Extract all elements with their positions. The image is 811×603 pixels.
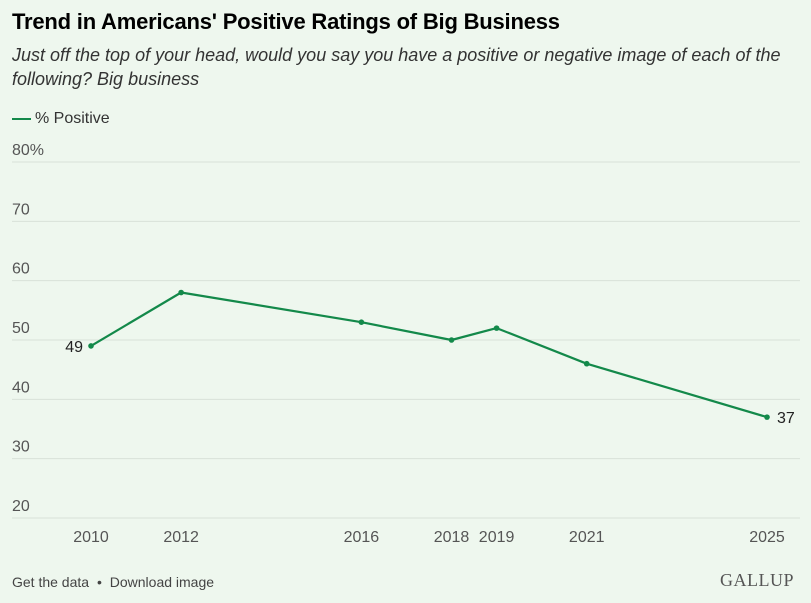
gridlines	[12, 161, 800, 519]
x-tick-label: 2016	[344, 529, 380, 546]
legend-line-icon	[12, 118, 31, 120]
x-tick-label: 2012	[163, 529, 199, 546]
download-image-link[interactable]: Download image	[109, 574, 215, 590]
gallup-logo: GALLUP	[720, 570, 794, 590]
footer-separator: •	[96, 574, 102, 590]
chart-title: Trend in Americans' Positive Ratings of …	[12, 9, 560, 34]
data-labels: 49 37	[65, 339, 795, 427]
y-tick-label: 80%	[12, 142, 44, 159]
x-tick-label: 2025	[749, 529, 785, 546]
data-point[interactable]	[764, 414, 770, 420]
chart-subtitle: Just off the top of your head, would you…	[12, 45, 781, 89]
data-point[interactable]	[178, 289, 184, 296]
data-label: 37	[777, 410, 795, 427]
data-point[interactable]	[448, 337, 455, 343]
legend-label: % Positive	[35, 110, 110, 127]
series-line	[89, 291, 769, 419]
data-point[interactable]	[358, 319, 365, 326]
footer-links: Get the data • Download image	[12, 574, 214, 590]
y-tick-label: 20	[12, 498, 30, 515]
data-point[interactable]	[88, 343, 94, 349]
x-tick-label: 2018	[434, 529, 470, 546]
data-point[interactable]	[493, 325, 500, 331]
series-group	[88, 289, 770, 420]
y-axis-ticks: 80% 70 60 50 40 30 20	[12, 142, 44, 515]
x-tick-label: 2010	[73, 529, 109, 546]
legend-item[interactable]: % Positive	[12, 110, 110, 128]
get-data-link[interactable]: Get the data	[12, 574, 90, 590]
data-point[interactable]	[583, 360, 590, 367]
x-axis-ticks: 2010 2012 2016 2018 2019 2021 2025	[73, 529, 785, 546]
y-tick-label: 60	[12, 261, 30, 278]
y-tick-label: 40	[12, 379, 30, 396]
y-tick-label: 30	[12, 439, 30, 456]
data-label: 49	[65, 339, 83, 356]
y-tick-label: 50	[12, 320, 30, 337]
x-tick-label: 2021	[569, 529, 605, 546]
x-tick-label: 2019	[479, 529, 515, 546]
y-tick-label: 70	[12, 201, 30, 218]
